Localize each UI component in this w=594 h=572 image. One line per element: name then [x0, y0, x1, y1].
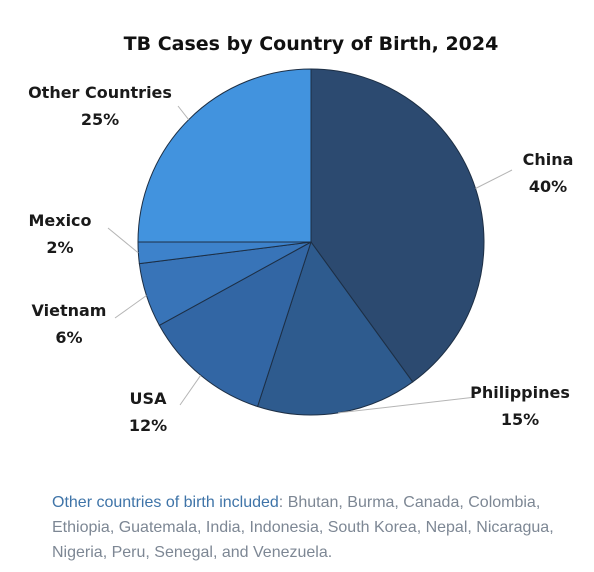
pie-chart: TB Cases by Country of Birth, 2024 China… — [28, 33, 573, 435]
slice-label-mexico: Mexico 2% — [28, 211, 91, 257]
chart-title: TB Cases by Country of Birth, 2024 — [124, 33, 499, 55]
leader-line-usa — [179, 375, 202, 406]
slice-label-philippines: Philippines 15% — [470, 383, 570, 429]
slice-labels: China 40% Philippines 15% USA 12% Vietnam 6% Mex… — [28, 83, 573, 435]
footnote-text: : Bhutan, Burma, Canada, Colombia, Ethio… — [52, 494, 554, 561]
slice-percent-other-countries: 25% — [81, 110, 119, 129]
leader-lines — [107, 105, 513, 414]
leader-line-vietnam — [114, 295, 147, 319]
slice-label-vietnam: Vietnam 6% — [32, 301, 107, 347]
pie-slice-philippines — [256, 240, 414, 416]
pie-slice-other-countries — [137, 68, 312, 243]
pie-slices — [137, 68, 485, 416]
slice-name-china: China — [523, 150, 574, 169]
footnote: Other countries of birth included: Bhuta… — [52, 490, 572, 565]
slice-label-china: China 40% — [523, 150, 574, 196]
slice-name-mexico: Mexico — [28, 211, 91, 230]
slice-label-usa: USA 12% — [129, 389, 167, 435]
slice-name-usa: USA — [130, 389, 168, 408]
slice-percent-usa: 12% — [129, 416, 167, 435]
slice-name-vietnam: Vietnam — [32, 301, 107, 320]
slice-name-other-countries: Other Countries — [28, 83, 172, 102]
leader-line-other-countries — [177, 105, 190, 121]
footnote-lead: Other countries of birth included — [52, 494, 279, 511]
leader-line-china — [475, 169, 513, 189]
slice-percent-vietnam: 6% — [55, 328, 82, 347]
slice-name-philippines: Philippines — [470, 383, 570, 402]
leader-line-philippines — [338, 396, 477, 414]
slice-percent-philippines: 15% — [501, 410, 539, 429]
pie-slice-usa — [158, 240, 312, 408]
leader-line-mexico — [107, 227, 139, 254]
slice-percent-mexico: 2% — [46, 238, 73, 257]
slice-percent-china: 40% — [529, 177, 567, 196]
slice-label-other-countries: Other Countries 25% — [28, 83, 172, 129]
